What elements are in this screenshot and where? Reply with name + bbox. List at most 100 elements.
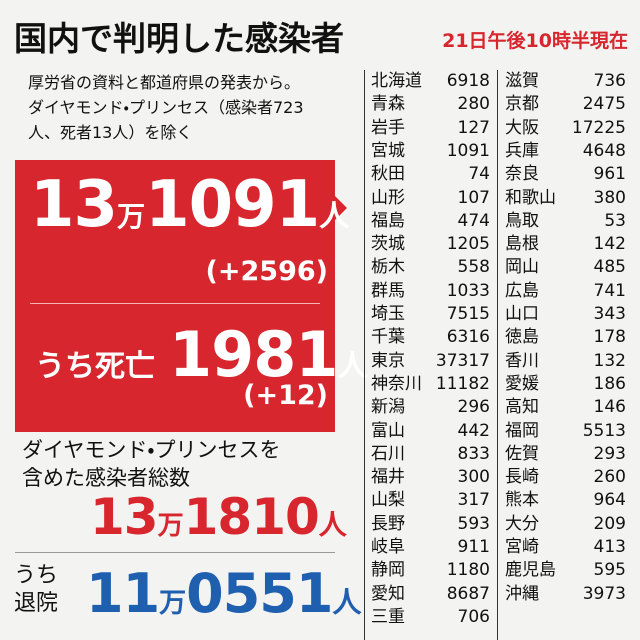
prefecture-name: 大分 — [505, 513, 539, 534]
prefecture-name: 長野 — [371, 513, 405, 534]
prefecture-name: 静岡 — [371, 560, 405, 581]
unit: 人 — [337, 349, 368, 384]
prefecture-name: 佐賀 — [505, 443, 539, 464]
prefecture-count: 146 — [593, 397, 626, 418]
prefecture-count: 132 — [593, 350, 626, 371]
label-line: うち — [14, 563, 59, 588]
prefecture-count: 1205 — [446, 234, 490, 255]
pointer — [335, 196, 347, 220]
prefecture-count: 107 — [457, 187, 490, 208]
prefecture-name: 福島 — [371, 210, 405, 231]
prefecture-name: 新潟 — [371, 397, 405, 418]
label: うち死亡 — [35, 349, 155, 384]
discharged-count: 11 万 0551 人 — [86, 562, 361, 625]
divider — [30, 303, 320, 304]
highlight-box — [15, 160, 335, 432]
prefecture-count: 5513 — [582, 420, 626, 441]
prefecture-count: 300 — [457, 467, 490, 488]
number: 1810 — [183, 488, 320, 546]
prefecture-count: 343 — [593, 304, 626, 324]
prefecture-name: 東京 — [371, 350, 405, 371]
prefecture-name: 鳥取 — [505, 210, 539, 231]
prefecture-count: 706 — [457, 606, 490, 627]
prefecture-count: 7515 — [446, 304, 490, 324]
prefecture-name: 秋田 — [371, 164, 405, 185]
infected-count: 13 万 1091 人 — [30, 168, 349, 242]
prefecture-name: 広島 — [505, 280, 539, 301]
prefecture-name: 鹿児島 — [505, 560, 556, 581]
number: 1981 — [169, 318, 339, 391]
prefecture-count: 964 — [593, 490, 626, 511]
prefecture-count: 6316 — [446, 327, 490, 348]
prefecture-name: 山口 — [505, 304, 539, 324]
column-rule — [497, 70, 498, 640]
prefecture-name: 岡山 — [505, 257, 539, 278]
prefecture-name: 島根 — [505, 234, 539, 255]
prefecture-count: 911 — [457, 537, 490, 557]
prefecture-name: 青森 — [371, 94, 405, 115]
prefecture-name: 福井 — [371, 467, 405, 488]
prefecture-count: 186 — [593, 373, 626, 394]
prefecture-count: 260 — [593, 467, 626, 488]
prefecture-name: 徳島 — [505, 327, 539, 348]
prefecture-name: 兵庫 — [505, 140, 539, 161]
divider — [15, 552, 335, 553]
prefecture-name: 山梨 — [371, 490, 405, 511]
number: 13 — [90, 488, 159, 546]
prefecture-name: 宮城 — [371, 140, 405, 161]
unit: 万 — [117, 200, 146, 233]
unit: 人 — [319, 199, 350, 234]
timestamp: 21日午後10時半現在 — [442, 30, 628, 52]
prefecture-name: 栃木 — [371, 257, 405, 278]
prefecture-name: 愛知 — [371, 583, 405, 604]
prefecture-count: 296 — [457, 397, 490, 418]
prefecture-count: 1091 — [446, 140, 490, 161]
prefecture-count: 833 — [457, 443, 490, 464]
deaths-count: うち死亡 1981 人 — [35, 318, 368, 391]
total-count: 13 万 1810 人 — [90, 488, 347, 546]
prefecture-count: 17225 — [571, 117, 626, 138]
prefecture-name: 岐阜 — [371, 537, 405, 557]
prefecture-count: 127 — [457, 117, 490, 138]
prefecture-name: 熊本 — [505, 490, 539, 511]
prefecture-name: 滋賀 — [505, 71, 539, 91]
prefecture-count: 142 — [593, 234, 626, 255]
prefecture-count: 1180 — [446, 560, 490, 581]
total-label: ダイヤモンド・プリンセスを 含めた感染者総数 — [22, 436, 281, 492]
prefecture-count: 3973 — [582, 583, 626, 604]
prefecture-name: 石川 — [371, 443, 405, 464]
prefecture-name: 沖縄 — [505, 583, 539, 604]
label-line: 含めた感染者総数 — [22, 466, 190, 490]
prefecture-name: 群馬 — [371, 280, 405, 301]
prefecture-name: 香川 — [505, 350, 539, 371]
prefecture-name: 京都 — [505, 94, 539, 115]
prefecture-count: 474 — [457, 210, 490, 231]
prefecture-count: 178 — [593, 327, 626, 348]
prefecture-count: 6918 — [446, 71, 490, 91]
prefecture-count: 37317 — [435, 350, 490, 371]
prefecture-count: 209 — [593, 513, 626, 534]
number: 0551 — [186, 562, 333, 625]
prefecture-count: 593 — [457, 513, 490, 534]
prefecture-name: 埼玉 — [371, 304, 405, 324]
prefecture-count: 317 — [457, 490, 490, 511]
prefecture-name: 和歌山 — [505, 187, 556, 208]
prefecture-name: 山形 — [371, 187, 405, 208]
prefecture-count: 2475 — [582, 94, 626, 115]
column-rule — [364, 70, 365, 640]
number: 11 — [86, 562, 160, 625]
note-line: ダイヤモンド・プリンセス（感染者723 — [28, 98, 304, 117]
number: 13 — [30, 168, 118, 242]
label-line: ダイヤモンド・プリンセスを — [22, 438, 281, 462]
unit: 人 — [332, 585, 362, 619]
prefecture-name: 大阪 — [505, 117, 539, 138]
discharged-label: うち 退院 — [14, 562, 58, 618]
prefecture-name: 三重 — [371, 606, 405, 627]
prefecture-name: 神奈川 — [371, 373, 422, 394]
prefecture-count: 558 — [457, 257, 490, 278]
prefecture-name: 福岡 — [505, 420, 539, 441]
prefecture-name: 茨城 — [371, 234, 405, 255]
prefecture-count: 413 — [593, 537, 626, 557]
prefecture-name: 北海道 — [371, 71, 422, 91]
